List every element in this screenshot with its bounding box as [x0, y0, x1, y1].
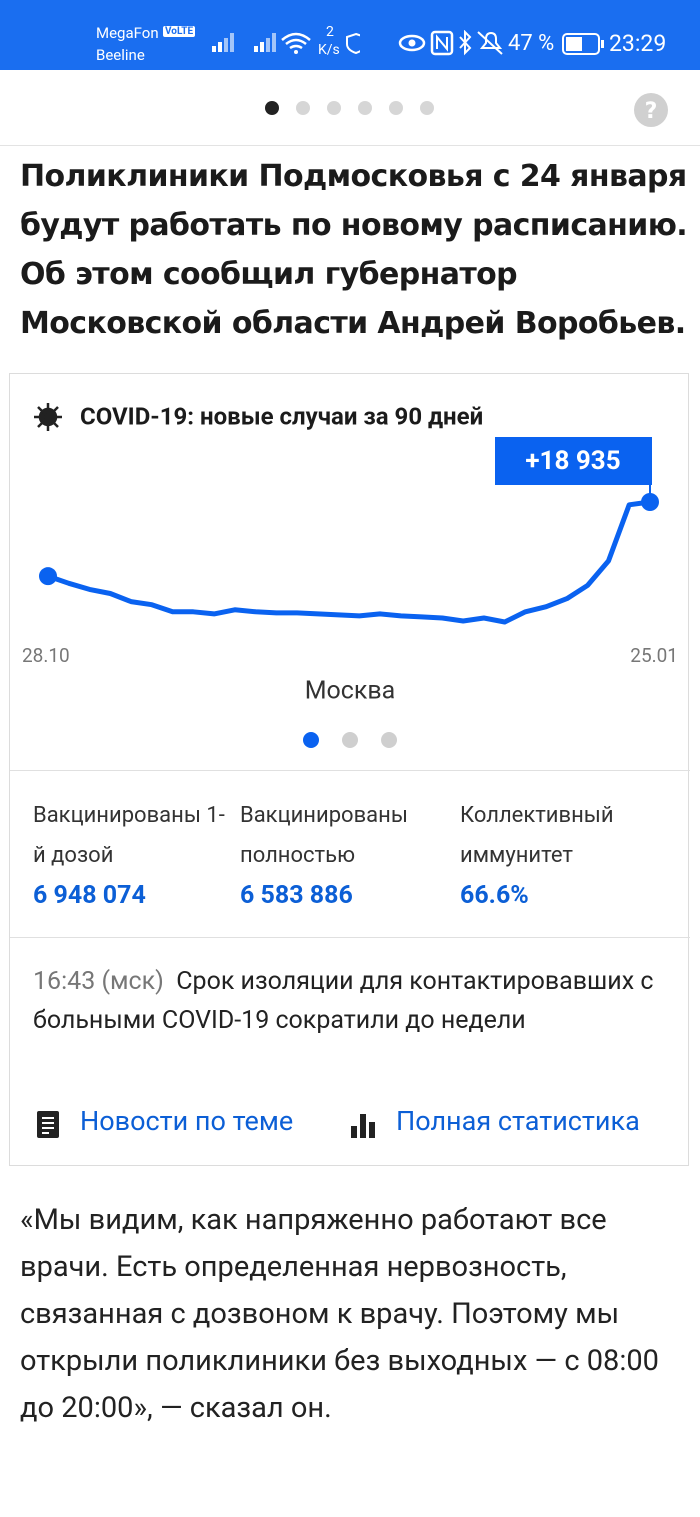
x-tick-label: 25.01: [630, 644, 678, 667]
slide-dot[interactable]: [303, 732, 319, 748]
net-speed-unit: K/s: [318, 42, 340, 58]
carrier: MegaFon: [96, 24, 159, 42]
stat-label: Вакцинированы 1-й дозой: [33, 803, 225, 868]
covid-widget: [9, 373, 689, 1166]
stat: Вакцинированы полностью 6 583 886: [240, 796, 445, 916]
news-time: 16:43 (мск): [33, 967, 164, 996]
clock: 23:29: [609, 30, 667, 57]
page-dot[interactable]: [389, 101, 403, 115]
stat-value: 6 948 074: [33, 881, 146, 910]
stat: Коллективный иммунитет 66.6%: [460, 796, 660, 916]
data-line: [47, 499, 651, 625]
chart-title: COVID-19: новые случаи за 90 дней: [80, 402, 483, 430]
net-speed: 2: [326, 24, 334, 40]
topic-link[interactable]: Новости по теме: [80, 1105, 294, 1137]
value-label-box: [495, 437, 652, 485]
divider: [10, 770, 690, 771]
stats-icon: [351, 1114, 375, 1138]
help-button[interactable]: ?: [633, 92, 669, 128]
status-bar: MegaFon VoLTE Beeline 2 K/s 47 % 23:29: [0, 0, 700, 70]
slide-dot[interactable]: [342, 732, 358, 748]
news-item[interactable]: 16:43 (мск) Срок изоляции для контактиро…: [33, 962, 673, 1040]
battery-level: 47 %: [508, 31, 555, 56]
doc-icon: [37, 1111, 59, 1138]
article-paragraph: «Мы видим, как напряженно работают все в…: [20, 1203, 659, 1425]
pager-bar: [0, 70, 700, 146]
status-icons: [398, 30, 503, 56]
svg-text:?: ?: [645, 99, 658, 124]
volte-badge: VoLTE: [163, 26, 196, 37]
news-text: Срок изоляции для контактировавших с бол…: [33, 967, 654, 1035]
page-dot[interactable]: [420, 101, 434, 115]
status-icons: [212, 32, 360, 55]
slide-dot[interactable]: [381, 732, 397, 748]
page-dot[interactable]: [327, 101, 341, 115]
page-dot[interactable]: [296, 101, 310, 115]
stat-label: Коллективный иммунитет: [460, 803, 614, 868]
stat-label: Вакцинированы полностью: [240, 803, 408, 868]
chart-subtitle: Москва: [305, 677, 396, 706]
divider: [10, 937, 690, 938]
battery-icon: [562, 33, 604, 55]
carrier: Beeline: [96, 46, 145, 64]
x-tick-label: 28.10: [22, 644, 70, 667]
page-dot[interactable]: [358, 101, 372, 115]
page-dot[interactable]: [265, 101, 279, 115]
stat-value: 6 583 886: [240, 881, 353, 910]
chart: COVID-19: новые случаи за 90 дней Москва…: [22, 402, 678, 748]
data-point: [39, 567, 57, 586]
value-label: +18 935: [525, 446, 620, 476]
virus-icon: [34, 403, 62, 431]
stat-value: 66.6%: [460, 881, 529, 910]
stats-link[interactable]: Полная статистика: [396, 1105, 640, 1137]
headline: Поликлиники Подмосковья с 24 января буду…: [20, 159, 688, 341]
stat: Вакцинированы 1-й дозой 6 948 074: [33, 796, 233, 916]
